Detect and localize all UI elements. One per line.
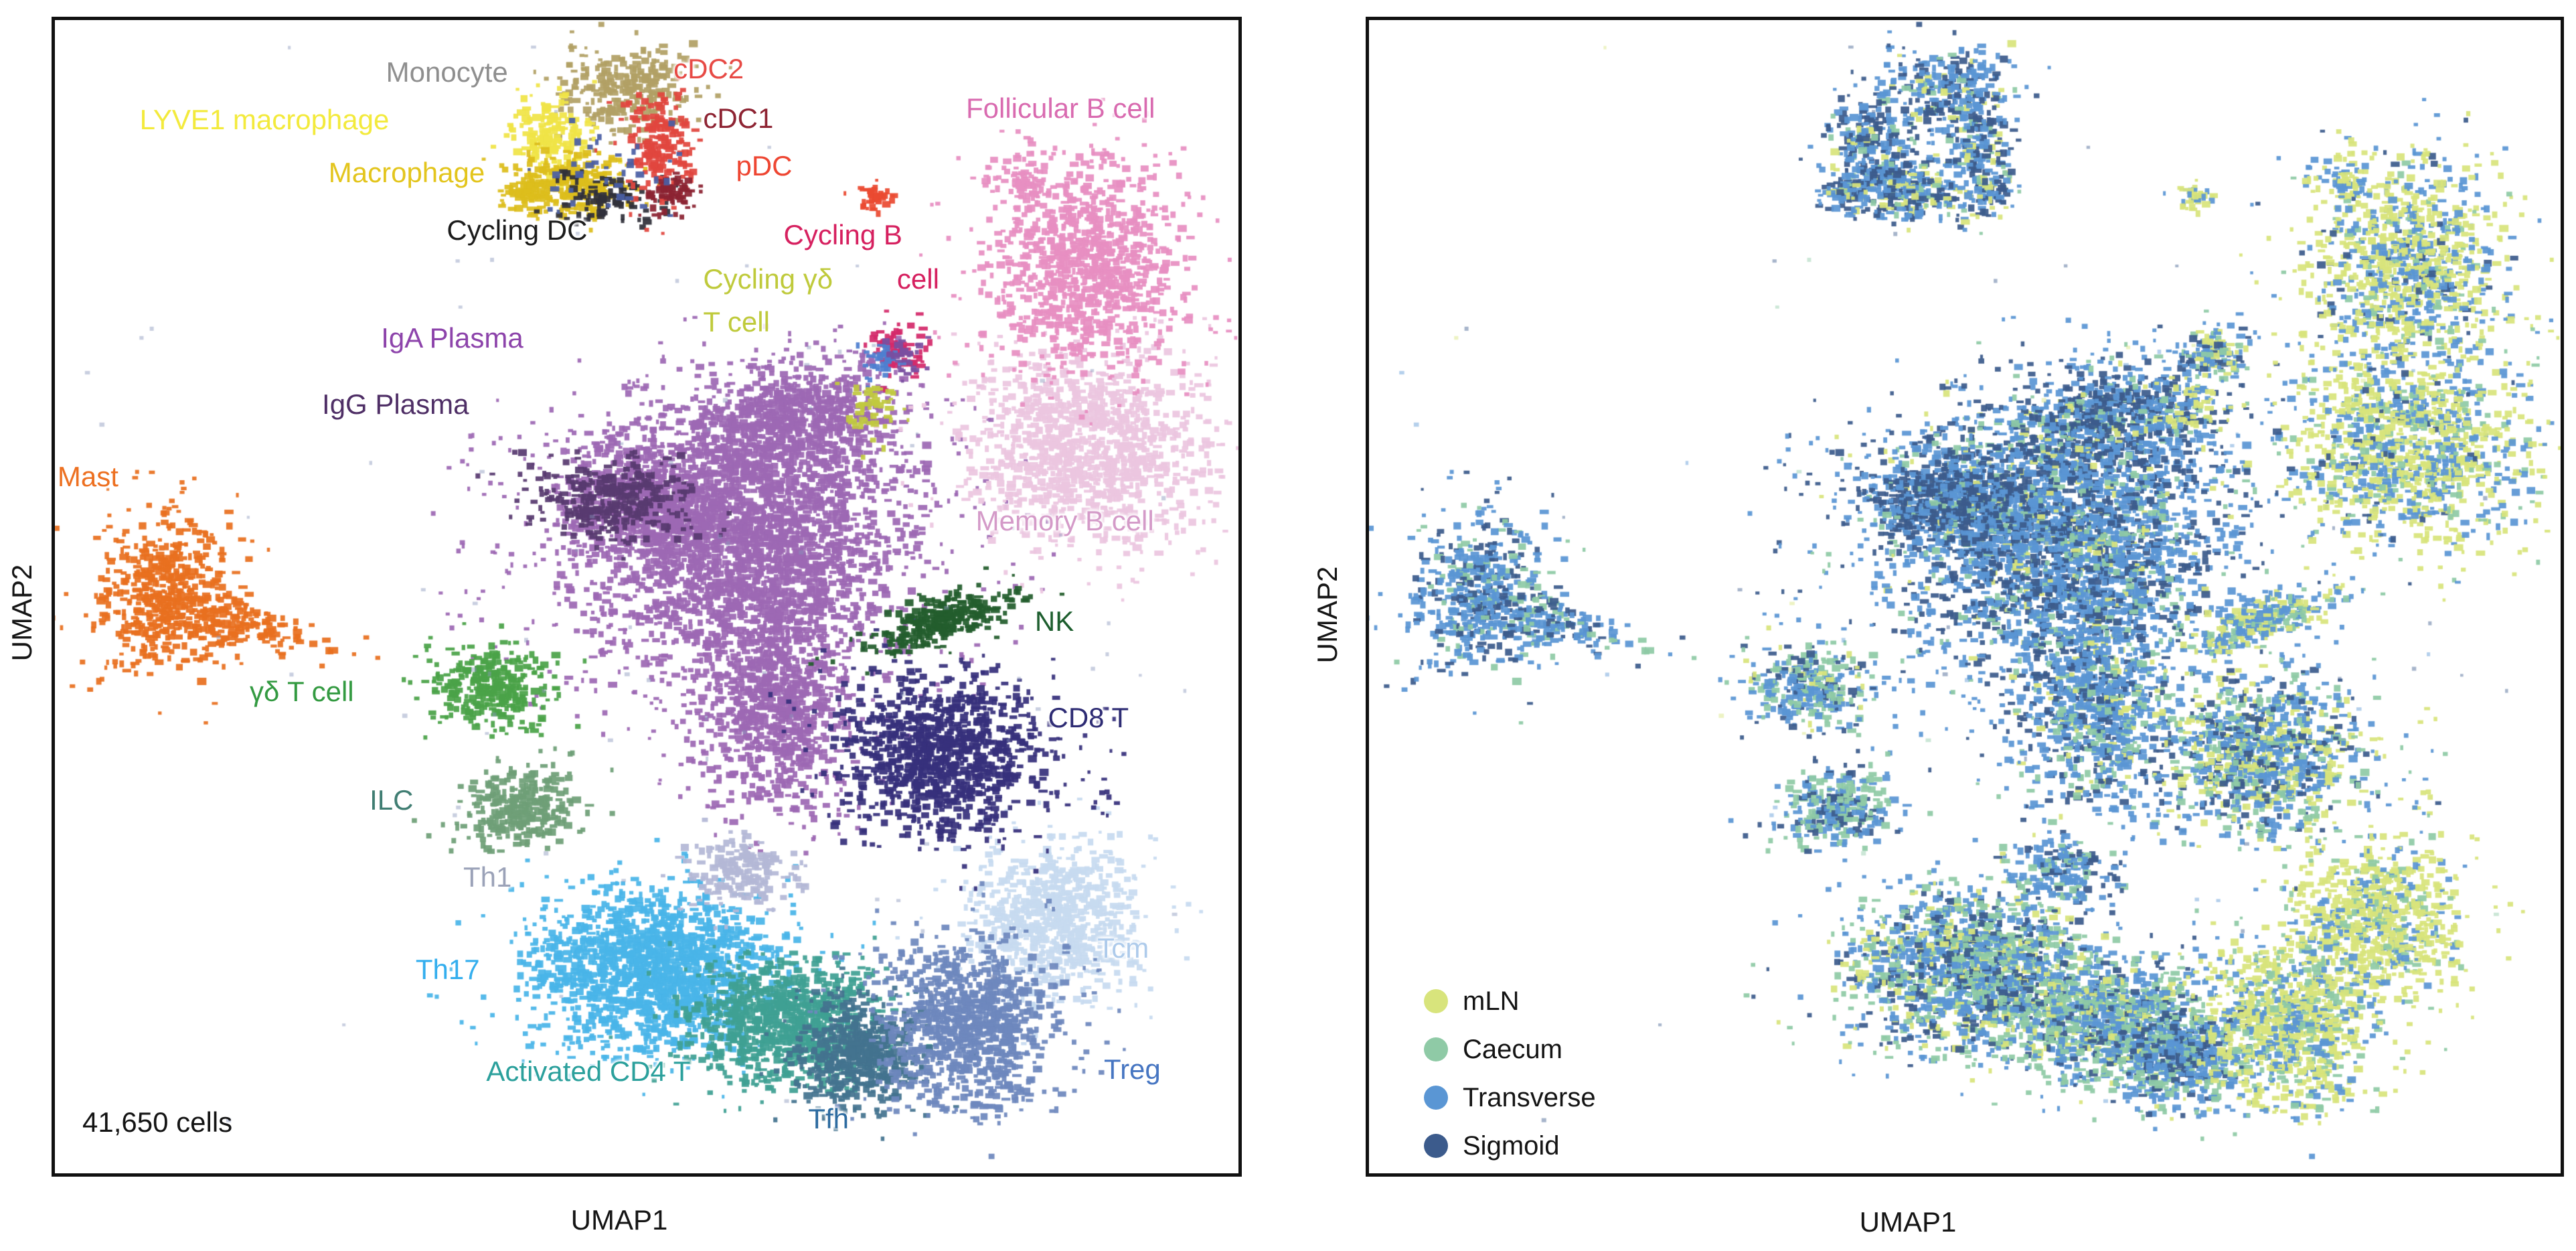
cluster-label-th17: Th17 xyxy=(415,953,480,985)
cluster-label-pdc: pDC xyxy=(736,149,793,181)
legend-item-mln: mLN xyxy=(1424,982,1519,1020)
cluster-label-tfh: Tfh xyxy=(808,1103,850,1135)
legend-item-caecum: Caecum xyxy=(1424,1031,1562,1068)
cluster-label-cycling-gd-1: Cycling γδ xyxy=(703,263,833,295)
legend-label-caecum: Caecum xyxy=(1463,1035,1562,1064)
legend-dot-caecum xyxy=(1424,1037,1448,1061)
cluster-label-mast: Mast xyxy=(57,460,118,492)
cluster-label-igg-plasma: IgG Plasma xyxy=(322,388,469,420)
cluster-label-follicular-b: Follicular B cell xyxy=(966,92,1155,124)
cluster-label-ilc: ILC xyxy=(370,784,414,816)
cluster-label-memory-b: Memory B cell xyxy=(975,504,1154,536)
umap-scatter-celltype-canvas xyxy=(55,20,1238,1173)
cluster-label-nk: NK xyxy=(1034,605,1074,637)
cluster-label-cdc1: cDC1 xyxy=(703,102,774,134)
cluster-label-cycling-gd-2: T cell xyxy=(703,305,770,338)
legend-dot-sigmoid xyxy=(1424,1134,1448,1158)
umap-scatter-tissue-canvas xyxy=(1369,20,2561,1173)
cluster-label-tcm: Tcm xyxy=(1097,932,1149,964)
x-axis-label-left: UMAP1 xyxy=(570,1204,668,1236)
cluster-label-macrophage: Macrophage xyxy=(328,156,485,188)
cluster-label-cycling-dc: Cycling DC xyxy=(447,214,588,246)
cluster-label-cdc2: cDC2 xyxy=(673,53,744,84)
umap-panel-tissue: mLN Caecum Transverse Sigmoid xyxy=(1366,17,2564,1177)
cluster-labels-layer: Monocyte LYVE1 macrophage Macrophage Cyclin… xyxy=(55,20,1238,1173)
cluster-label-act-cd4: Activated CD4 T xyxy=(486,1055,691,1087)
legend-label-transverse: Transverse xyxy=(1463,1083,1596,1112)
cluster-label-cycling-b-2: cell xyxy=(896,263,939,295)
legend-dot-mln xyxy=(1424,989,1448,1013)
cluster-label-iga-plasma: IgA Plasma xyxy=(381,322,524,354)
cluster-label-th1: Th1 xyxy=(463,861,512,893)
cluster-label-cycling-b: Cycling B xyxy=(783,218,902,250)
y-axis-label-right: UMAP2 xyxy=(1311,566,1343,664)
legend-label-mln: mLN xyxy=(1463,986,1520,1016)
cluster-label-monocyte: Monocyte xyxy=(386,56,508,88)
legend-item-sigmoid: Sigmoid xyxy=(1424,1127,1560,1165)
legend-dot-transverse xyxy=(1424,1086,1448,1110)
cluster-label-treg: Treg xyxy=(1103,1053,1161,1086)
legend-item-transverse: Transverse xyxy=(1424,1079,1596,1116)
umap-panel-celltype: Monocyte LYVE1 macrophage Macrophage Cyclin… xyxy=(52,17,1242,1177)
y-axis-label-left: UMAP2 xyxy=(6,564,37,662)
cluster-label-cd8: CD8 T xyxy=(1048,702,1129,734)
cells-count-label: 41,650 cells xyxy=(82,1106,233,1138)
x-axis-label-right: UMAP1 xyxy=(1859,1206,1957,1238)
legend-label-sigmoid: Sigmoid xyxy=(1463,1131,1560,1161)
cluster-label-gd-t: γδ T cell xyxy=(250,676,354,708)
tissue-legend: mLN Caecum Transverse Sigmoid xyxy=(1369,20,2561,1173)
cluster-label-lyve1: LYVE1 macrophage xyxy=(139,104,390,136)
